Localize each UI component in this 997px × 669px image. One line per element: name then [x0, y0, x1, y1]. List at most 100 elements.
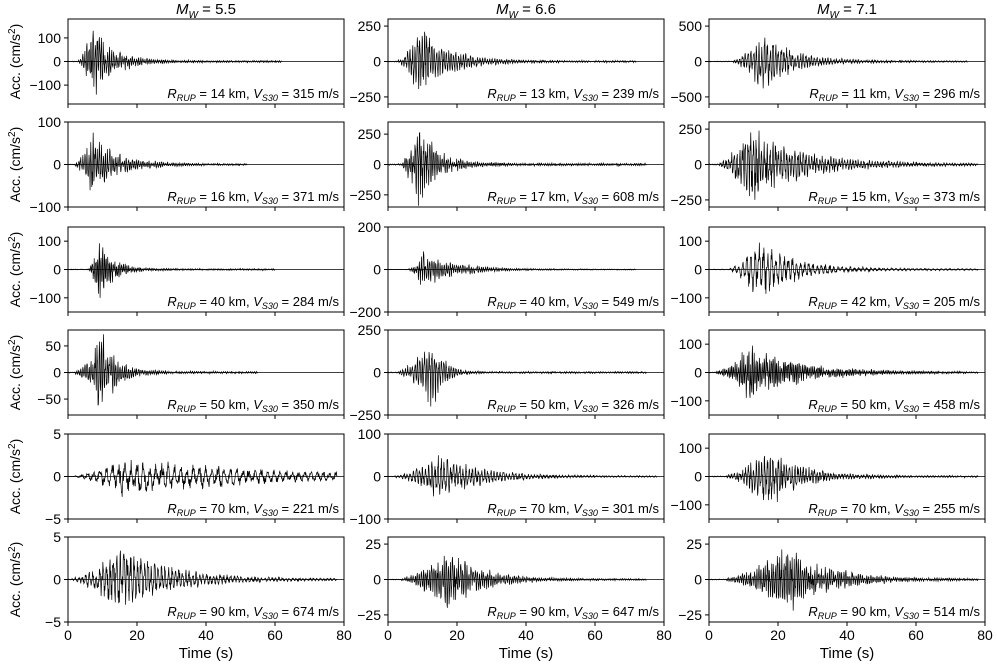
station-annotation: RRUP = 15 km, VS30 = 373 m/s: [808, 189, 980, 206]
y-tick-label: 0: [373, 54, 381, 70]
x-tick-label: 0: [64, 627, 72, 643]
y-axis-label-row-1: Acc. (cm/s2): [7, 127, 23, 203]
x-tick-label: 80: [336, 627, 352, 643]
station-annotation: RRUP = 50 km, VS30 = 326 m/s: [487, 397, 659, 414]
y-tick-label: 250: [358, 18, 382, 34]
acceleration-trace: [709, 242, 979, 294]
svg-text:Acc. (cm/s2): Acc. (cm/s2): [7, 542, 23, 618]
y-tick-label: −5: [45, 614, 61, 630]
y-tick-label: 0: [53, 469, 61, 485]
y-tick-label: −100: [670, 290, 702, 306]
station-annotation: RRUP = 70 km, VS30 = 221 m/s: [167, 501, 339, 518]
station-annotation: RRUP = 40 km, VS30 = 284 m/s: [167, 294, 339, 311]
y-tick-label: −250: [349, 407, 381, 423]
x-tick-label: 80: [656, 627, 672, 643]
y-tick-label: 0: [53, 365, 61, 381]
station-annotation: RRUP = 13 km, VS30 = 239 m/s: [487, 86, 659, 103]
station-annotation: RRUP = 16 km, VS30 = 371 m/s: [167, 189, 339, 206]
y-tick-label: 50: [45, 338, 61, 354]
station-annotation: RRUP = 50 km, VS30 = 458 m/s: [808, 397, 980, 414]
y-axis-label-row-3: Acc. (cm/s2): [7, 335, 23, 411]
y-tick-label: −500: [670, 89, 702, 105]
acceleration-trace: [388, 31, 637, 90]
panel-r4-c2: −100 0 100 RRUP = 70 km, VS30 = 255 m/s: [670, 433, 986, 523]
station-annotation: RRUP = 70 km, VS30 = 301 m/s: [487, 501, 659, 518]
y-tick-label: 100: [38, 114, 62, 130]
y-tick-label: 100: [38, 233, 62, 249]
acceleration-trace: [709, 130, 979, 200]
x-axis-label-0: Time (s): [179, 645, 233, 662]
acceleration-trace: [388, 132, 647, 206]
station-annotation: RRUP = 11 km, VS30 = 296 m/s: [809, 86, 980, 103]
y-tick-label: −100: [670, 393, 702, 409]
acceleration-trace: [68, 459, 338, 497]
y-tick-label: 0: [694, 157, 702, 173]
station-annotation: RRUP = 90 km, VS30 = 674 m/s: [167, 604, 339, 621]
x-tick-label: 40: [518, 627, 534, 643]
station-annotation: RRUP = 50 km, VS30 = 350 m/s: [167, 397, 339, 414]
station-annotation: RRUP = 90 km, VS30 = 647 m/s: [487, 604, 659, 621]
x-tick-label: 40: [198, 627, 214, 643]
panel-r1-c0: −100 0 100 RRUP = 16 km, VS30 = 371 m/s: [29, 114, 345, 215]
y-tick-label: 0: [694, 469, 702, 485]
y-tick-label: −100: [29, 199, 61, 215]
x-tick-label: 20: [449, 627, 465, 643]
y-tick-label: 100: [38, 30, 62, 46]
acceleration-trace: [388, 555, 647, 608]
acceleration-trace: [709, 549, 979, 611]
column-title-0: MW = 5.5: [176, 1, 236, 21]
x-tick-label: 20: [129, 627, 145, 643]
x-tick-label: 40: [839, 627, 855, 643]
panel-r0-c0: −100 0 100 RRUP = 14 km, VS30 = 315 m/s: [29, 18, 345, 108]
y-axis-label-row-4: Acc. (cm/s2): [7, 439, 23, 515]
acceleration-trace: [68, 132, 248, 191]
acceleration-trace: [709, 345, 979, 398]
y-tick-label: −25: [357, 607, 381, 623]
acceleration-trace: [709, 37, 968, 89]
x-tick-label: 0: [384, 627, 392, 643]
y-tick-label: 100: [679, 336, 703, 352]
station-annotation: RRUP = 14 km, VS30 = 315 m/s: [167, 86, 339, 103]
acceleration-trace: [388, 251, 637, 285]
y-tick-label: 250: [358, 322, 382, 338]
panel-r4-c0: −5 0 5 RRUP = 70 km, VS30 = 221 m/s: [45, 426, 345, 527]
y-tick-label: 0: [694, 262, 702, 278]
y-tick-label: −100: [29, 77, 61, 93]
y-tick-label: 500: [679, 18, 703, 34]
station-annotation: RRUP = 40 km, VS30 = 549 m/s: [487, 294, 659, 311]
y-tick-label: −100: [349, 511, 381, 527]
y-axis-label-row-5: Acc. (cm/s2): [7, 542, 23, 618]
x-tick-label: 0: [705, 627, 713, 643]
station-annotation: RRUP = 42 km, VS30 = 205 m/s: [808, 294, 980, 311]
y-tick-label: 0: [373, 157, 381, 173]
y-tick-label: 25: [365, 536, 381, 552]
y-tick-label: 5: [53, 529, 61, 545]
x-tick-label: 80: [977, 627, 993, 643]
station-annotation: RRUP = 17 km, VS30 = 608 m/s: [487, 189, 659, 206]
y-tick-label: −25: [678, 607, 702, 623]
acceleration-trace: [388, 351, 647, 407]
y-tick-label: −100: [670, 497, 702, 513]
y-tick-label: −50: [37, 391, 61, 407]
y-axis-label-row-2: Acc. (cm/s2): [7, 232, 23, 308]
svg-text:Acc. (cm/s2): Acc. (cm/s2): [7, 24, 23, 100]
svg-text:Acc. (cm/s2): Acc. (cm/s2): [7, 439, 23, 515]
panel-r2-c0: −100 0 100 RRUP = 40 km, VS30 = 284 m/s: [29, 226, 345, 316]
y-tick-label: 100: [679, 233, 703, 249]
panel-r0-c1: −250 0 250 RRUP = 13 km, VS30 = 239 m/s: [349, 18, 665, 108]
acceleration-trace: [709, 455, 979, 503]
y-tick-label: 0: [373, 262, 381, 278]
station-annotation: RRUP = 90 km, VS30 = 514 m/s: [808, 604, 980, 621]
column-title-1: MW = 6.6: [496, 1, 556, 21]
station-annotation: RRUP = 70 km, VS30 = 255 m/s: [808, 501, 980, 518]
panel-r2-c2: −100 0 100 RRUP = 42 km, VS30 = 205 m/s: [670, 226, 986, 316]
y-tick-label: 0: [373, 572, 381, 588]
y-axis-label-row-0: Acc. (cm/s2): [7, 24, 23, 100]
svg-text:Acc. (cm/s2): Acc. (cm/s2): [7, 127, 23, 203]
acceleration-trace: [68, 334, 258, 406]
y-tick-label: 250: [358, 126, 382, 142]
y-tick-label: 100: [679, 440, 703, 456]
panel-r3-c1: −250 0 250 RRUP = 50 km, VS30 = 326 m/s: [349, 322, 665, 423]
